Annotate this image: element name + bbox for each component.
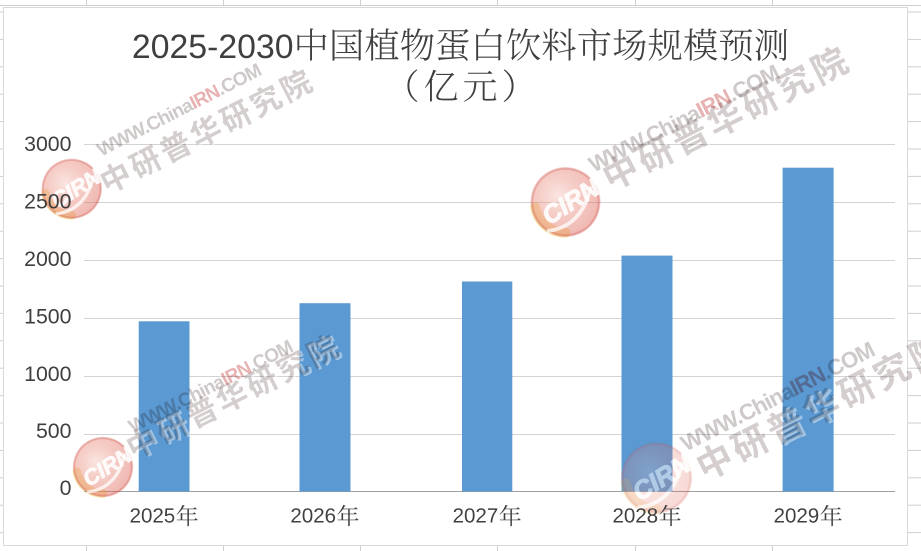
svg-text:1500: 1500 [24, 304, 72, 328]
svg-text:500: 500 [36, 419, 72, 443]
svg-text:2500: 2500 [24, 190, 72, 214]
svg-text:1000: 1000 [24, 362, 72, 386]
svg-text:3000: 3000 [24, 132, 72, 156]
svg-text:0: 0 [60, 476, 72, 500]
svg-text:2000: 2000 [24, 247, 72, 271]
